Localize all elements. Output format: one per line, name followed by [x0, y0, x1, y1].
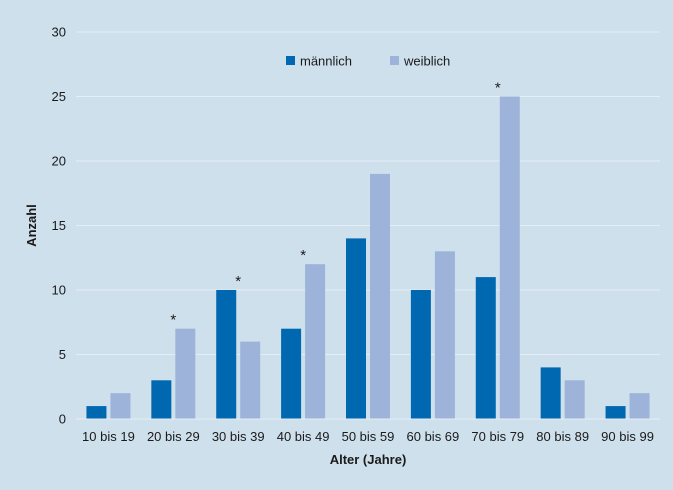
bar-weiblich	[110, 393, 131, 419]
x-tick-label: 50 bis 59	[342, 429, 395, 444]
bar-maennlich	[346, 238, 366, 419]
significance-marker: *	[170, 312, 176, 329]
bar-maennlich	[475, 277, 496, 419]
bar-weiblich	[434, 251, 455, 419]
y-tick-label: 25	[52, 89, 66, 104]
y-tick-label: 15	[52, 218, 66, 233]
bar-maennlich	[410, 290, 431, 419]
x-tick-label: 60 bis 69	[407, 429, 460, 444]
significance-markers: * * * *	[170, 80, 500, 329]
y-tick-label: 10	[52, 283, 66, 298]
grid	[76, 31, 660, 355]
bar-maennlich	[151, 380, 172, 419]
x-tick-label: 70 bis 79	[471, 429, 524, 444]
y-axis-title: Anzahl	[24, 204, 39, 247]
x-axis-title: Alter (Jahre)	[330, 452, 407, 467]
bar-maennlich	[281, 328, 302, 419]
x-tick-label: 40 bis 49	[277, 429, 330, 444]
bars	[86, 96, 650, 419]
bar-weiblich	[564, 380, 585, 419]
legend-label: männlich	[300, 54, 352, 69]
bar-weiblich	[370, 173, 390, 419]
legend-swatch	[390, 56, 399, 65]
x-axis: 10 bis 19 20 bis 29 30 bis 39 40 bis 49 50 b…	[82, 429, 654, 444]
legend-swatch	[286, 56, 295, 65]
legend-label: weiblich	[403, 54, 450, 69]
bar-maennlich	[605, 406, 626, 419]
y-tick-label: 30	[52, 25, 66, 40]
bar-weiblich	[629, 393, 650, 419]
bar-maennlich	[86, 406, 107, 419]
bar-weiblich	[175, 328, 196, 419]
significance-marker: *	[235, 273, 241, 290]
x-tick-label: 80 bis 89	[536, 429, 589, 444]
bar-weiblich	[240, 341, 261, 419]
bar-maennlich	[540, 367, 561, 419]
x-tick-label: 30 bis 39	[212, 429, 265, 444]
bar-weiblich	[305, 264, 326, 419]
significance-marker: *	[300, 247, 306, 264]
x-tick-label: 90 bis 99	[601, 429, 654, 444]
y-tick-label: 20	[52, 154, 66, 169]
y-axis: 0 5 10 15 20 25 30	[52, 25, 66, 427]
bar-weiblich	[499, 96, 520, 419]
y-tick-label: 5	[59, 347, 66, 362]
significance-marker: *	[495, 80, 501, 97]
bar-maennlich	[216, 290, 237, 419]
y-tick-label: 0	[59, 412, 66, 427]
x-tick-label: 20 bis 29	[147, 429, 200, 444]
legend: männlich weiblich	[286, 54, 450, 69]
x-tick-label: 10 bis 19	[82, 429, 135, 444]
